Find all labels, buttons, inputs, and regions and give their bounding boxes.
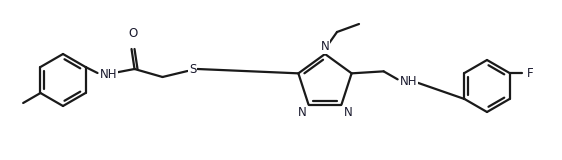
Text: O: O: [128, 27, 137, 40]
Text: F: F: [527, 67, 533, 80]
Text: N: N: [298, 106, 306, 119]
Text: N: N: [343, 106, 352, 119]
Text: NH: NH: [99, 68, 117, 80]
Text: NH: NH: [400, 75, 417, 88]
Text: N: N: [321, 40, 329, 53]
Text: S: S: [189, 63, 196, 76]
